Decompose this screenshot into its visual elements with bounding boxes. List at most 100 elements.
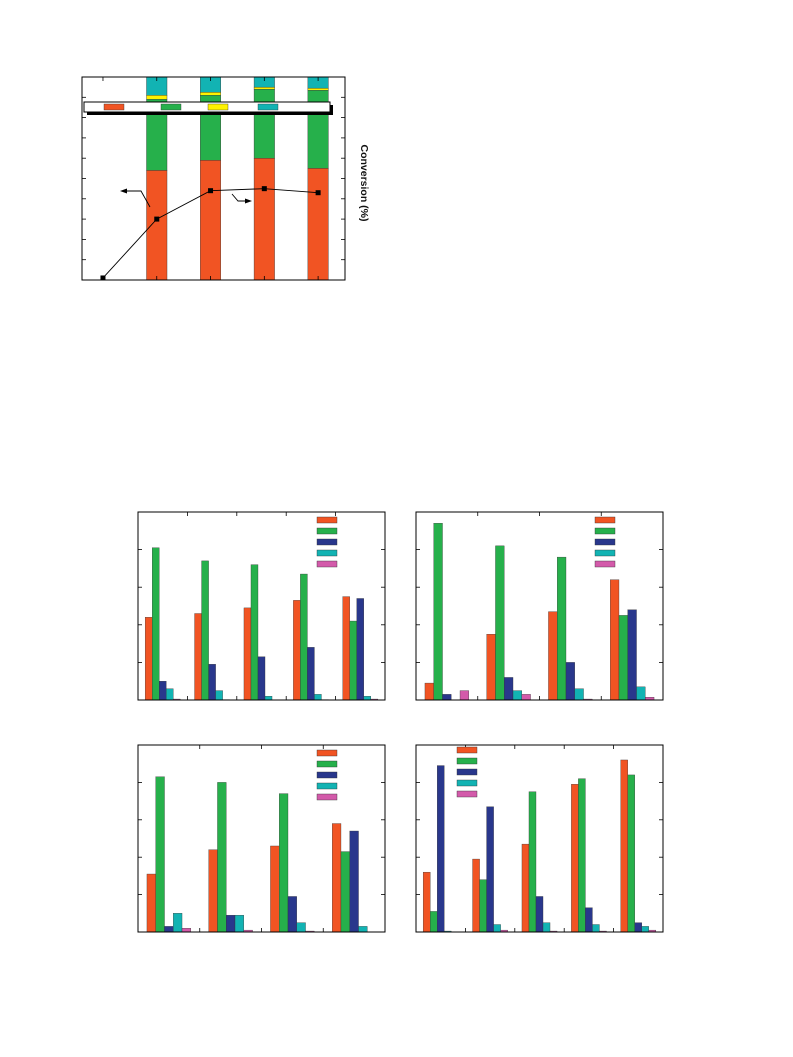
bar-chart-upper-right — [415, 511, 664, 701]
bar — [627, 774, 635, 933]
bar — [521, 843, 530, 933]
bar — [342, 596, 350, 701]
legend-swatch — [160, 103, 182, 111]
legend-swatch — [594, 560, 616, 568]
bar — [571, 784, 579, 933]
bar — [574, 688, 584, 701]
bar — [578, 778, 586, 933]
right-axis-title: Conversion (%) — [358, 144, 370, 221]
bar — [159, 681, 167, 701]
bar — [479, 879, 487, 933]
legend-swatch — [594, 516, 616, 524]
bar — [627, 609, 637, 701]
legend-swatch — [316, 782, 338, 790]
stacked-bar-segment — [146, 170, 168, 281]
left-axis-arrowhead — [120, 188, 127, 194]
bar — [349, 830, 359, 933]
legend-swatch — [316, 771, 338, 779]
bar — [512, 690, 522, 701]
stacked-bar-segment — [307, 87, 329, 91]
bar — [486, 634, 496, 701]
left-axis-arrow-line — [124, 190, 151, 208]
bar — [585, 907, 593, 933]
bar — [442, 694, 452, 701]
bar — [548, 611, 558, 701]
bar-chart-lower-left — [137, 744, 386, 933]
bar — [217, 782, 227, 933]
right-axis-arrow-line — [231, 193, 248, 202]
stacked-bar-segment — [146, 95, 168, 100]
bar — [610, 579, 620, 701]
bar — [234, 914, 244, 933]
legend-swatch — [207, 103, 229, 111]
bar — [495, 545, 505, 701]
legend-swatch — [456, 790, 478, 798]
legend-swatch — [103, 103, 125, 111]
legend-swatch — [316, 549, 338, 557]
conversion-marker — [208, 188, 214, 194]
legend-swatch — [594, 549, 616, 557]
bar — [542, 922, 551, 933]
conversion-marker — [154, 216, 160, 222]
legend-swatch — [594, 527, 616, 535]
stacked-bar-segment — [253, 157, 275, 281]
bar — [293, 600, 301, 701]
bar — [472, 858, 480, 933]
bar — [226, 914, 236, 933]
stacked-bar-segment — [253, 86, 275, 90]
legend-swatch — [456, 768, 478, 776]
bar — [173, 913, 183, 933]
bar — [300, 573, 308, 701]
bar — [459, 690, 469, 701]
bar — [618, 615, 628, 701]
bar — [535, 896, 544, 933]
legend-swatch — [316, 527, 338, 535]
legend-swatch — [316, 516, 338, 524]
bar — [636, 686, 646, 701]
bar — [422, 871, 431, 933]
bar — [296, 922, 306, 933]
bar — [528, 791, 537, 933]
bar — [152, 547, 160, 701]
bar — [349, 620, 357, 701]
bar-chart-lower-right — [415, 744, 664, 933]
right-axis-arrowhead — [245, 198, 252, 204]
stacked-bar-segment — [200, 92, 221, 96]
conversion-marker — [261, 186, 267, 192]
bar — [437, 765, 445, 933]
legend-swatch — [316, 793, 338, 801]
bar — [279, 793, 289, 933]
plot-frame — [137, 511, 386, 701]
legend-swatch — [594, 538, 616, 546]
stacked-bar-segment — [253, 88, 275, 159]
axis-pointer-arrows — [120, 188, 252, 208]
legend-swatch — [456, 757, 478, 765]
stacked-bar-segment — [307, 168, 329, 281]
bar — [155, 776, 165, 933]
legend-swatch — [456, 779, 478, 787]
bar — [592, 924, 600, 933]
stacked-bar-conversion-chart — [81, 76, 346, 281]
bar — [307, 647, 315, 701]
legend-swatch — [456, 746, 478, 754]
conversion-marker — [315, 190, 321, 196]
bar — [194, 613, 202, 701]
legend-swatch — [316, 749, 338, 757]
bar — [287, 896, 297, 933]
bar — [641, 926, 649, 933]
bar — [430, 911, 438, 933]
bar — [314, 694, 322, 701]
bar — [424, 682, 434, 701]
bar — [243, 607, 252, 701]
legend-swatch — [316, 560, 338, 568]
legend-swatch — [257, 103, 279, 111]
bar — [181, 928, 191, 933]
bar — [166, 688, 174, 701]
bar — [358, 926, 368, 933]
stacked-bar-segment — [200, 160, 221, 281]
bar — [521, 694, 531, 701]
legend-swatch — [316, 760, 338, 768]
bar — [504, 677, 514, 701]
bar — [250, 564, 259, 701]
